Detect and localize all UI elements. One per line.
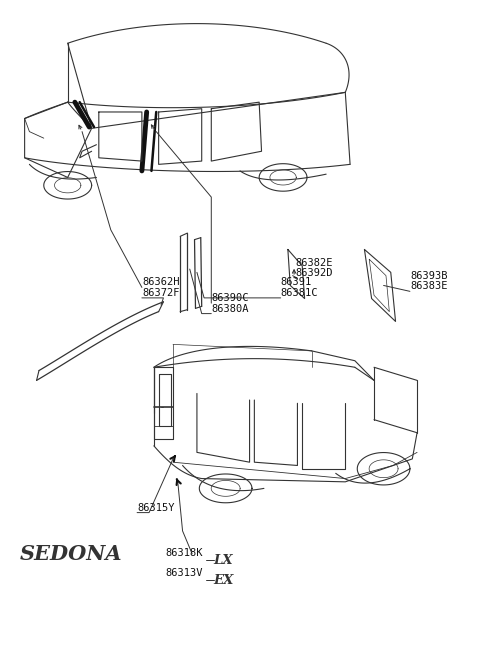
Text: EX: EX: [214, 573, 234, 586]
Text: LX: LX: [214, 554, 233, 567]
Text: 86391: 86391: [281, 277, 312, 287]
Text: 86392D: 86392D: [295, 268, 333, 278]
Text: 86318K: 86318K: [166, 548, 204, 558]
Text: 86383E: 86383E: [410, 281, 447, 291]
Text: 86381C: 86381C: [281, 288, 318, 298]
Text: 86315Y: 86315Y: [137, 502, 175, 512]
Text: 86372F: 86372F: [142, 288, 180, 298]
Text: 86393B: 86393B: [410, 271, 447, 281]
Text: 86382E: 86382E: [295, 258, 333, 268]
Text: 86362H: 86362H: [142, 277, 180, 287]
Text: 86390C: 86390C: [211, 293, 249, 303]
Text: 86313V: 86313V: [166, 568, 204, 578]
Text: SEDONA: SEDONA: [20, 544, 122, 564]
Text: 86380A: 86380A: [211, 304, 249, 314]
